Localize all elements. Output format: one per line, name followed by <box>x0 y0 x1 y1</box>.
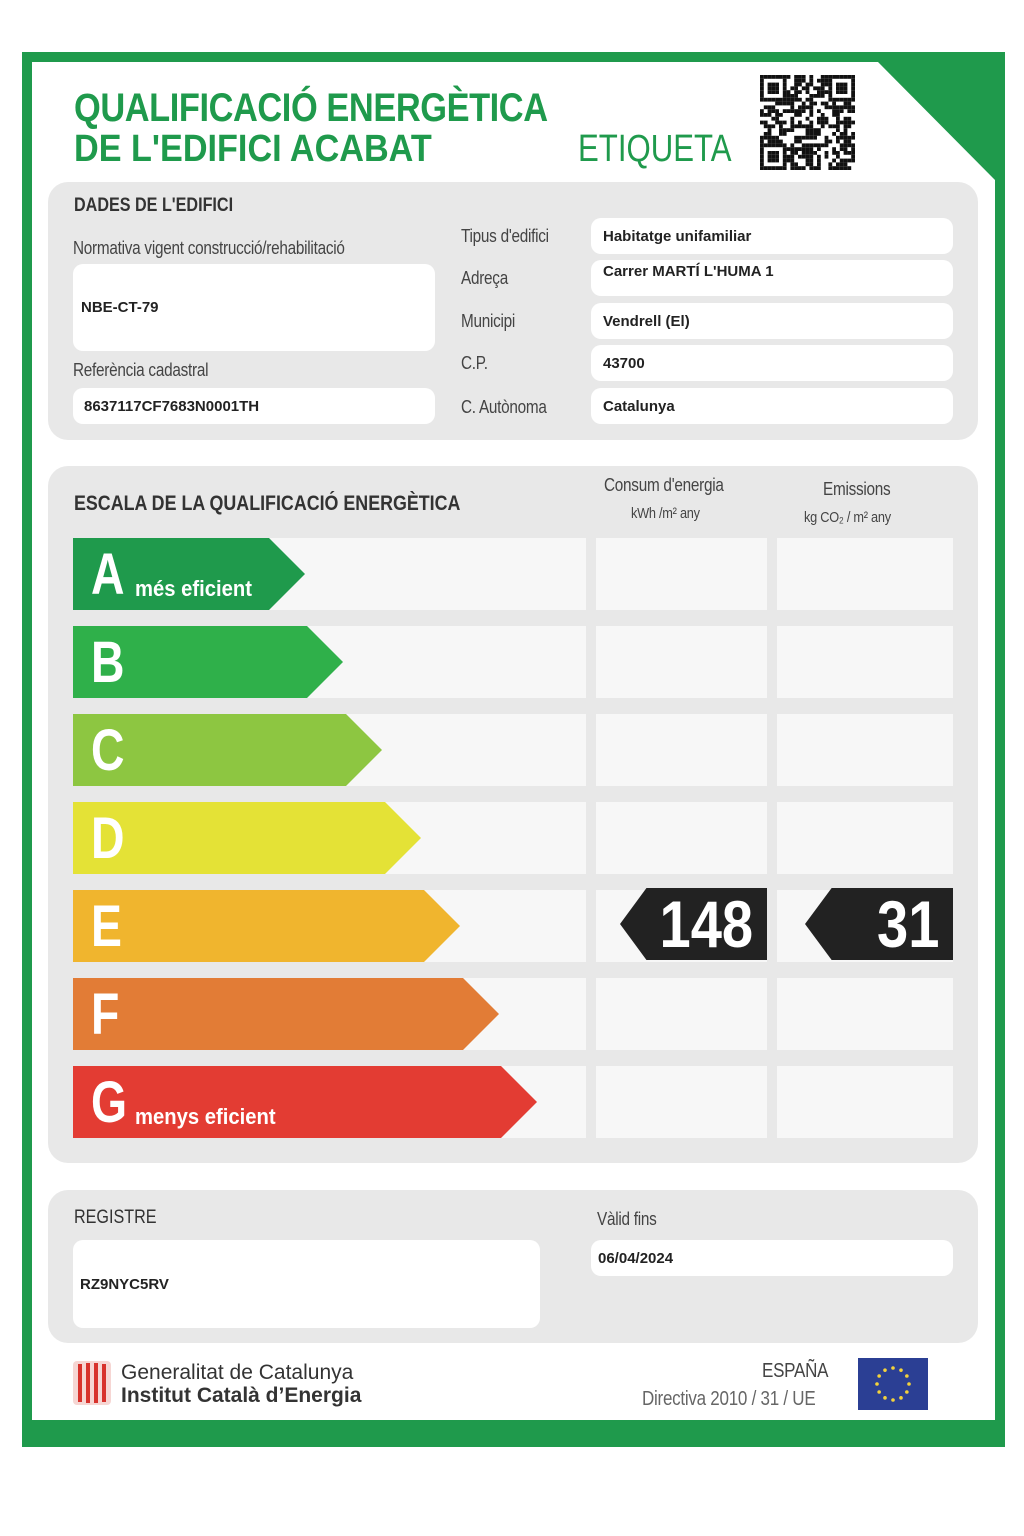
normativa-value: NBE-CT-79 <box>81 299 159 316</box>
rating-arrow-F: F <box>73 978 499 1050</box>
etiqueta-label: ETIQUETA <box>578 128 732 170</box>
emissions-cell-G <box>777 1066 953 1138</box>
rating-sub: més eficient <box>135 576 252 601</box>
rating-letter: G <box>91 1070 128 1135</box>
field-value-tipus: Habitatge unifamiliar <box>603 228 752 245</box>
field-cp: 43700 <box>591 345 953 381</box>
field-tipus: Habitatge unifamiliar <box>591 218 953 254</box>
emissions-label: Emissions <box>823 479 891 499</box>
rating-letter: A <box>91 542 125 607</box>
field-label-adreca: Adreça <box>461 268 508 288</box>
emissions-cell-D <box>777 802 953 874</box>
rating-arrow-C: C <box>73 714 382 786</box>
consum-value: 148 <box>659 887 753 961</box>
org-line2: Institut Català d’Energia <box>121 1384 362 1407</box>
consum-cell-A <box>596 538 767 610</box>
consum-cell-B <box>596 626 767 698</box>
rating-letter: B <box>91 630 125 695</box>
field-value-adreca: Carrer MARTÍ L'HUMA 1 <box>603 263 774 280</box>
eu-flag-icon <box>858 1358 928 1410</box>
field-value-municipi: Vendrell (El) <box>603 313 690 330</box>
field-label-cp: C.P. <box>461 353 488 373</box>
rating-arrow-G: G menys eficient <box>73 1066 537 1138</box>
field-value-autonoma: Catalunya <box>603 398 675 415</box>
building-section-title: DADES DE L'EDIFICI <box>74 195 234 216</box>
title-line1: QUALIFICACIÓ ENERGÈTICA <box>74 86 548 130</box>
title-line2: DE L'EDIFICI ACABAT <box>74 128 432 170</box>
field-label-municipi: Municipi <box>461 311 516 331</box>
consum-cell-F <box>596 978 767 1050</box>
qr-code-icon <box>760 75 855 170</box>
rating-arrow-A: A més eficient <box>73 538 305 610</box>
generalitat-logo-icon <box>73 1361 111 1405</box>
field-label-tipus: Tipus d'edifici <box>461 226 549 246</box>
emissions-value: 31 <box>876 887 939 961</box>
emissions-cell-A <box>777 538 953 610</box>
emissions-cell-B <box>777 626 953 698</box>
consum-cell-D <box>596 802 767 874</box>
valid-field: 06/04/2024 <box>591 1240 953 1276</box>
field-adreca: Carrer MARTÍ L'HUMA 1 <box>591 260 953 296</box>
valid-label: Vàlid fins <box>597 1209 657 1229</box>
emissions-unit: kg CO₂ / m² any <box>804 509 891 526</box>
consum-unit: kWh /m² any <box>631 505 700 522</box>
emissions-cell-F <box>777 978 953 1050</box>
valid-value: 06/04/2024 <box>598 1250 674 1267</box>
rating-letter: F <box>91 982 120 1047</box>
consum-cell-C <box>596 714 767 786</box>
rating-arrow-B: B <box>73 626 343 698</box>
directive-label: Directiva 2010 / 31 / UE <box>642 1388 816 1410</box>
consum-badge: 148 <box>620 888 767 960</box>
registry-value: RZ9NYC5RV <box>80 1276 169 1293</box>
field-label-autonoma: C. Autònoma <box>461 397 547 417</box>
emissions-cell-C <box>777 714 953 786</box>
rating-letter: C <box>91 718 125 783</box>
emissions-badge: 31 <box>805 888 953 960</box>
referencia-label: Referència cadastral <box>73 360 209 380</box>
normativa-label: Normativa vigent construcció/rehabilitac… <box>73 238 345 258</box>
consum-label: Consum d'energia <box>604 475 724 495</box>
rating-arrow-D: D <box>73 802 421 874</box>
rating-arrow-E: E <box>73 890 460 962</box>
country-label: ESPAÑA <box>762 1360 829 1382</box>
rating-sub: menys eficient <box>135 1104 276 1129</box>
rating-letter: E <box>91 894 122 959</box>
registry-field: RZ9NYC5RV <box>73 1240 540 1328</box>
referencia-field: 8637117CF7683N0001TH <box>73 388 435 424</box>
field-autonoma: Catalunya <box>591 388 953 424</box>
registry-label: REGISTRE <box>74 1207 157 1228</box>
rating-letter: D <box>91 806 125 871</box>
field-value-cp: 43700 <box>603 355 645 372</box>
referencia-value: 8637117CF7683N0001TH <box>84 398 260 415</box>
org-line1: Generalitat de Catalunya <box>121 1361 354 1384</box>
normativa-field: NBE-CT-79 <box>73 264 435 351</box>
field-municipi: Vendrell (El) <box>591 303 953 339</box>
consum-cell-G <box>596 1066 767 1138</box>
scale-section-title: ESCALA DE LA QUALIFICACIÓ ENERGÈTICA <box>74 492 461 515</box>
